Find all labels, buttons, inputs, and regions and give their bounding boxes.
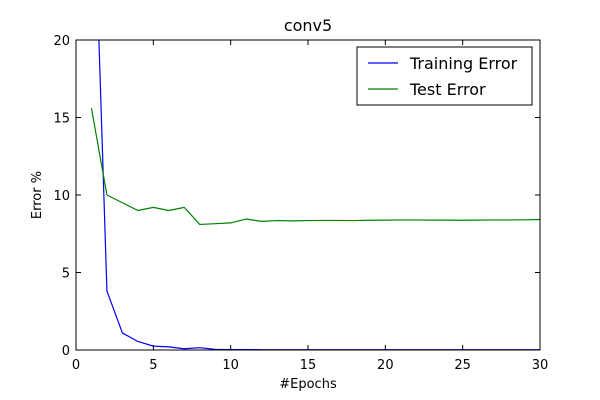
- legend-box: [356, 46, 533, 106]
- x-tick-label: 0: [72, 358, 80, 373]
- legend: Training Error Test Error: [356, 46, 533, 106]
- legend-label-test-error: Test Error: [409, 80, 486, 99]
- x-tick-label: 25: [454, 358, 471, 373]
- x-axis-label: #Epochs: [279, 377, 337, 392]
- x-tick-label: 10: [222, 358, 239, 373]
- chart-title: conv5: [284, 16, 332, 35]
- x-tick-label: 15: [300, 358, 317, 373]
- x-tick-label: 20: [377, 358, 394, 373]
- y-axis-label: Error %: [30, 171, 45, 219]
- series-line-test-error: [90, 108, 540, 226]
- plot-frame: [75, 39, 541, 351]
- x-tick-label: 5: [149, 358, 157, 373]
- x-tick-label: 30: [532, 358, 549, 373]
- legend-label-training-error: Training Error: [409, 54, 518, 73]
- y-tick-label: 10: [53, 189, 70, 204]
- y-tick-label: 15: [53, 112, 70, 127]
- y-tick-label: 5: [62, 267, 70, 282]
- y-tick-label: 20: [53, 34, 70, 49]
- y-tick-label: 0: [62, 344, 70, 359]
